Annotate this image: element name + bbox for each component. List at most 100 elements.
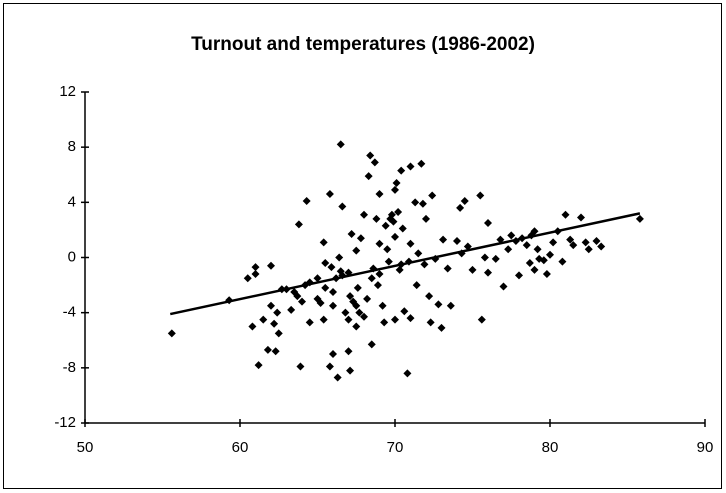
point	[259, 315, 268, 324]
y-tick-label: 4	[68, 193, 76, 210]
point	[375, 239, 384, 248]
point	[305, 278, 314, 287]
point	[484, 219, 492, 228]
point	[403, 369, 412, 378]
point	[347, 230, 356, 239]
point	[243, 274, 252, 283]
point	[329, 287, 337, 296]
point	[344, 315, 353, 324]
point	[431, 254, 440, 263]
point	[425, 292, 434, 301]
point	[333, 373, 342, 382]
point	[383, 245, 392, 254]
point	[344, 268, 353, 277]
point	[533, 245, 542, 254]
point	[504, 245, 513, 254]
point	[282, 285, 291, 294]
point	[336, 140, 345, 149]
point	[327, 263, 336, 272]
y-tick-label: 12	[59, 83, 76, 100]
point	[373, 281, 382, 290]
point	[397, 166, 406, 175]
point	[392, 179, 401, 188]
x-tick-label: 90	[697, 439, 714, 456]
point	[364, 172, 373, 181]
y-tick-label: 0	[68, 248, 76, 265]
x-tick-label: 80	[542, 439, 559, 456]
y-tick-label: -4	[63, 304, 76, 321]
point	[360, 312, 368, 321]
point	[496, 235, 505, 244]
point	[352, 246, 361, 255]
point	[460, 196, 469, 205]
y-tick-label: -8	[63, 359, 76, 376]
point	[321, 259, 330, 268]
point	[391, 185, 399, 194]
point	[277, 285, 286, 294]
point	[367, 274, 376, 283]
point	[254, 361, 263, 370]
point	[366, 151, 375, 160]
point	[325, 362, 334, 371]
point	[394, 207, 403, 216]
point	[298, 297, 306, 306]
point	[446, 301, 455, 310]
chart-border	[3, 3, 722, 489]
point	[302, 196, 311, 205]
y-tick-label: -12	[54, 414, 76, 431]
point	[346, 366, 355, 375]
point	[391, 315, 399, 324]
point	[248, 322, 257, 331]
point	[352, 301, 361, 310]
point	[380, 318, 389, 327]
point	[294, 220, 303, 229]
point	[476, 191, 485, 200]
point	[558, 257, 567, 266]
point	[267, 301, 275, 310]
point	[549, 238, 558, 247]
point	[456, 203, 465, 212]
point	[420, 260, 429, 269]
point	[335, 253, 344, 262]
point	[313, 274, 322, 283]
point	[346, 292, 355, 301]
point	[437, 323, 446, 332]
point	[581, 238, 590, 247]
point	[363, 294, 372, 303]
point	[434, 300, 443, 309]
point	[414, 249, 423, 258]
point	[592, 236, 601, 245]
point	[542, 270, 551, 279]
point	[274, 329, 283, 338]
point	[367, 340, 376, 349]
point	[398, 224, 407, 233]
point	[525, 259, 534, 268]
point	[443, 264, 452, 273]
point	[411, 198, 420, 207]
point	[338, 202, 347, 211]
point	[360, 210, 368, 219]
point	[468, 265, 477, 274]
point	[352, 322, 361, 331]
point	[491, 254, 500, 263]
point	[426, 318, 435, 327]
point	[511, 236, 520, 245]
x-tick-label: 60	[232, 439, 249, 456]
x-tick-label: 70	[387, 439, 404, 456]
point	[577, 213, 585, 222]
point	[457, 249, 466, 258]
point	[356, 234, 365, 243]
point	[553, 227, 562, 236]
point	[372, 214, 381, 223]
point	[267, 261, 275, 270]
point	[375, 270, 384, 279]
point	[400, 307, 409, 316]
point	[353, 283, 362, 292]
point	[561, 210, 570, 219]
point	[422, 214, 430, 223]
point	[463, 242, 472, 251]
point	[369, 264, 378, 273]
point	[305, 318, 314, 327]
